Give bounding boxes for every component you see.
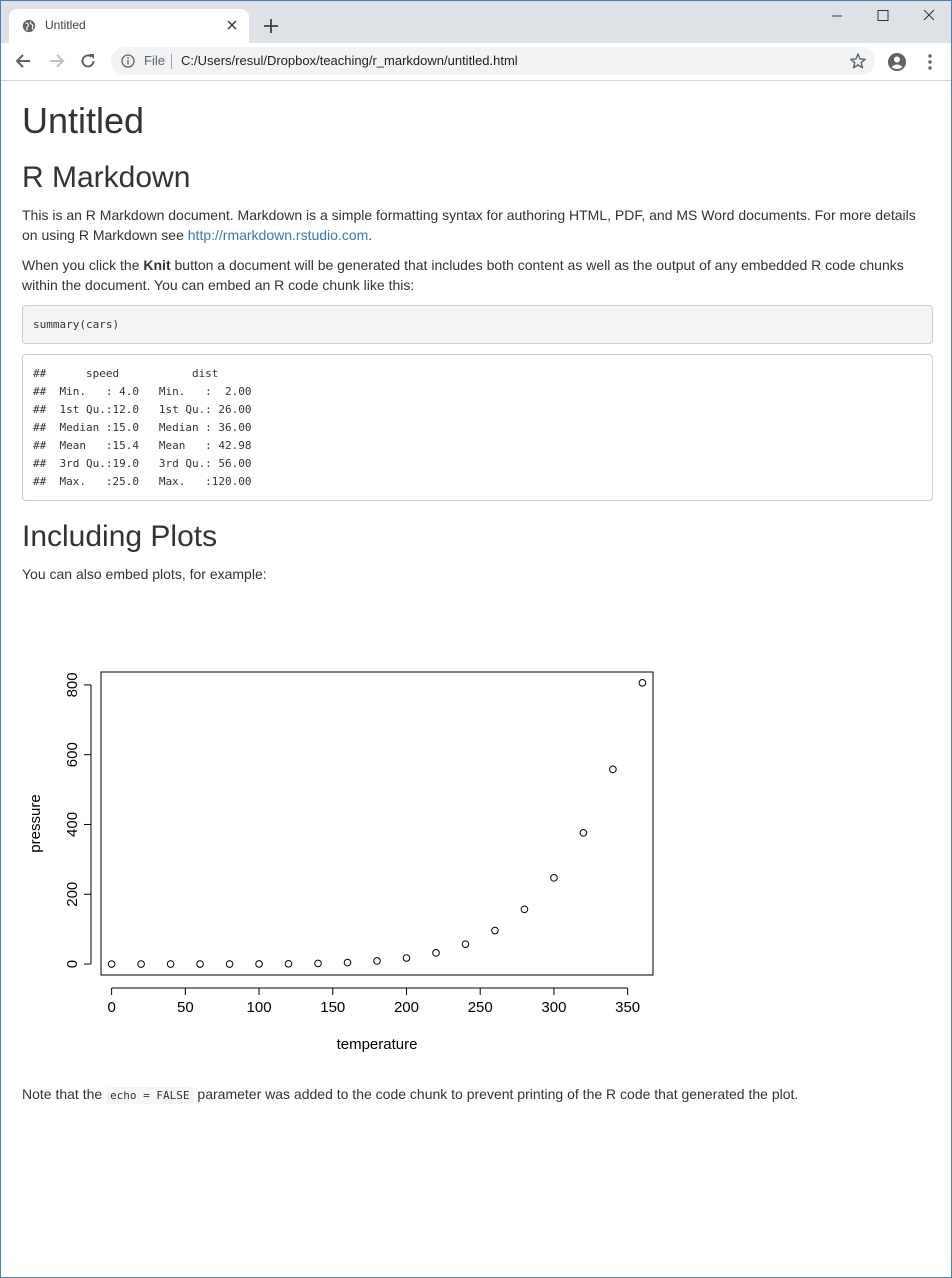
x-tick-label: 350	[615, 999, 640, 1016]
address-bar[interactable]: File C:/Users/resul/Dropbox/teaching/r_m…	[111, 47, 875, 75]
file-scheme-label: File	[144, 53, 165, 68]
browser-toolbar: File C:/Users/resul/Dropbox/teaching/r_m…	[1, 43, 951, 81]
minimize-icon[interactable]	[814, 1, 860, 31]
code-chunk: summary(cars)	[22, 305, 933, 344]
data-point	[107, 960, 116, 968]
note-text-end: parameter was added to the code chunk to…	[193, 1086, 799, 1102]
data-point	[314, 959, 322, 968]
data-point	[461, 940, 470, 948]
page-content: Untitled R Markdown This is an R Markdow…	[1, 81, 951, 1277]
data-point	[255, 960, 263, 968]
echo-false-code: echo = FALSE	[106, 1087, 194, 1104]
info-icon[interactable]	[121, 54, 135, 68]
note-text-start: Note that the	[22, 1086, 107, 1102]
data-point	[609, 765, 617, 774]
code-text: summary(cars)	[33, 317, 120, 331]
y-axis-label: pressure	[27, 794, 44, 852]
output-line: ## Max. :25.0 Max. :120.00	[33, 474, 265, 488]
x-tick-label: 0	[107, 999, 115, 1016]
tab-title: Untitled	[45, 18, 86, 32]
note-paragraph: Note that the echo = FALSE parameter was…	[22, 1084, 922, 1106]
knit-paragraph: When you click the Knit button a documen…	[22, 255, 922, 295]
data-point	[343, 958, 352, 967]
code-output: ## speed dist ## Min. : 4.0 Min. : 2.00 …	[22, 354, 933, 501]
data-point	[166, 960, 175, 968]
data-point	[137, 960, 145, 968]
output-line: ## speed dist	[33, 366, 265, 380]
data-point	[402, 954, 411, 962]
globe-icon	[22, 19, 36, 33]
intro-paragraph: This is an R Markdown document. Markdown…	[22, 205, 922, 245]
page-title: Untitled	[22, 100, 145, 141]
output-line: ## 3rd Qu.:19.0 3rd Qu.: 56.00	[33, 456, 265, 470]
address-separator	[171, 54, 172, 69]
plots-paragraph: You can also embed plots, for example:	[22, 566, 267, 582]
output-line: ## Min. : 4.0 Min. : 2.00	[33, 384, 265, 398]
output-line: ## 1st Qu.:12.0 1st Qu.: 26.00	[33, 402, 265, 416]
knit-text-start: When you click the	[22, 257, 144, 273]
intro-text: This is an R Markdown document. Markdown…	[22, 207, 916, 243]
maximize-icon[interactable]	[860, 1, 906, 31]
forward-arrow-icon[interactable]	[46, 51, 66, 71]
title-bar: Untitled	[1, 1, 951, 43]
data-point	[579, 829, 588, 837]
reload-icon[interactable]	[78, 51, 98, 71]
url-text[interactable]: C:/Users/resul/Dropbox/teaching/r_markdo…	[181, 53, 518, 68]
pressure-scatter-plot: 0 50 100 150 200 250 300 350 0 200 400 600 800 temper…	[27, 671, 654, 1053]
knit-text-end: button a document will be generated that…	[22, 257, 904, 293]
x-tick-label: 150	[320, 999, 345, 1016]
rmarkdown-link[interactable]: http://rmarkdown.rstudio.com	[187, 227, 369, 243]
plot-frame	[100, 671, 654, 976]
new-tab-plus-icon[interactable]	[263, 18, 279, 34]
menu-kebab-icon[interactable]	[927, 53, 933, 71]
x-tick-label: 200	[394, 999, 419, 1016]
y-tick-label: 800	[64, 672, 81, 697]
heading-r-markdown: R Markdown	[22, 161, 191, 194]
x-tick-label: 250	[468, 999, 493, 1016]
x-tick-label: 50	[177, 999, 194, 1016]
output-line: ## Median :15.0 Median : 36.00	[33, 420, 265, 434]
y-tick-label: 400	[64, 812, 81, 837]
back-arrow-icon[interactable]	[14, 51, 34, 71]
intro-end: .	[368, 227, 373, 243]
data-point	[638, 679, 647, 687]
close-window-icon[interactable]	[906, 1, 952, 31]
data-point	[550, 874, 558, 882]
x-axis-label: temperature	[337, 1036, 418, 1053]
data-point	[491, 926, 499, 935]
data-point	[373, 957, 381, 965]
knit-bold: Knit	[143, 257, 171, 273]
profile-avatar-icon[interactable]	[887, 52, 907, 72]
output-line: ## Mean :15.4 Mean : 42.98	[33, 438, 265, 452]
y-tick-label: 0	[64, 960, 81, 968]
y-tick-label: 600	[64, 742, 81, 767]
browser-tab[interactable]: Untitled	[9, 9, 249, 43]
data-point	[284, 959, 293, 968]
data-point	[520, 905, 529, 914]
heading-including-plots: Including Plots	[22, 520, 218, 553]
x-tick-label: 100	[247, 999, 272, 1016]
close-tab-icon[interactable]	[224, 17, 240, 33]
x-tick-label: 300	[541, 999, 566, 1016]
y-tick-label: 200	[64, 882, 81, 907]
data-point	[225, 960, 234, 968]
bookmark-star-icon[interactable]	[849, 52, 867, 70]
data-point	[432, 949, 440, 957]
data-point	[196, 960, 204, 968]
